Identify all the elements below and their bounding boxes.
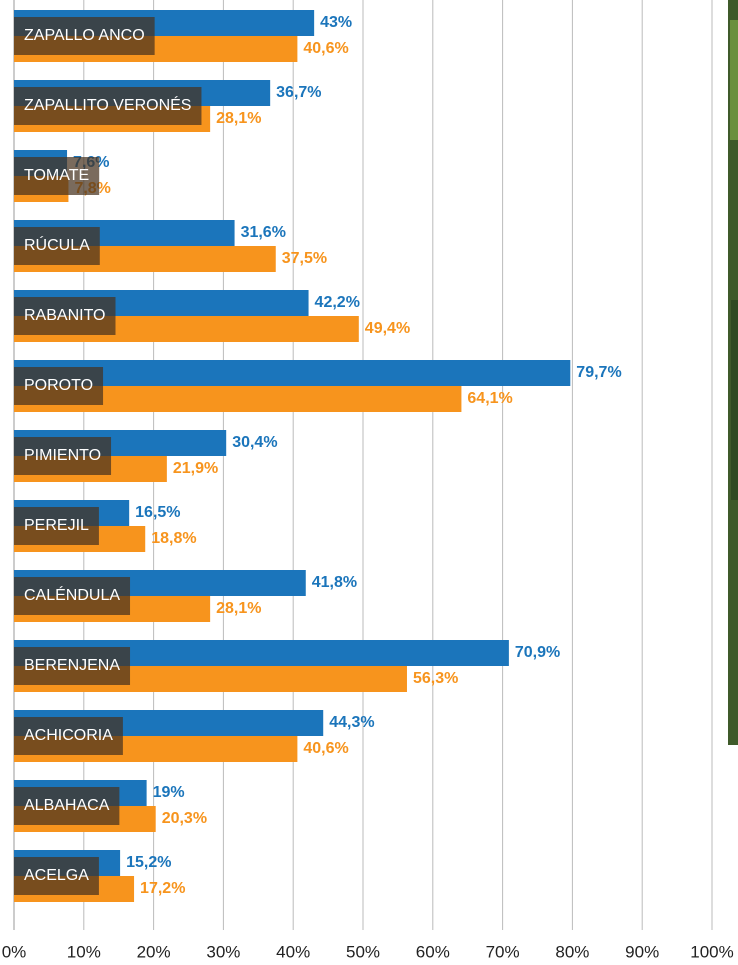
category-text: ACELGA — [24, 867, 89, 884]
value-label: 20,3% — [162, 810, 207, 827]
value-label: 40,6% — [303, 740, 348, 757]
x-tick-label: 50% — [346, 942, 380, 961]
x-tick-label: 10% — [67, 942, 101, 961]
category-text: RABANITO — [24, 307, 106, 324]
x-tick-label: 90% — [625, 942, 659, 961]
x-tick-label: 30% — [206, 942, 240, 961]
category-text: ZAPALLITO VERONÉS — [24, 95, 191, 114]
category-label: ACHICORIA — [14, 717, 123, 755]
category-label: CALÉNDULA — [14, 577, 130, 615]
x-tick-label: 20% — [137, 942, 171, 961]
category-text: ALBAHACA — [24, 797, 110, 814]
category-label: ZAPALLITO VERONÉS — [14, 87, 201, 125]
category-text: TOMATE — [24, 167, 89, 184]
value-label: 16,5% — [135, 504, 180, 521]
category-text: PEREJIL — [24, 517, 89, 534]
category-text: ACHICORIA — [24, 727, 113, 744]
value-label: 56,3% — [413, 670, 458, 687]
value-label: 41,8% — [312, 574, 357, 591]
value-label: 21,9% — [173, 460, 218, 477]
value-label: 70,9% — [515, 644, 560, 661]
category-label: ZAPALLO ANCO — [14, 17, 155, 55]
category-text: CALÉNDULA — [24, 585, 120, 604]
category-label: PIMIENTO — [14, 437, 111, 475]
x-tick-label: 40% — [276, 942, 310, 961]
x-tick-label: 60% — [416, 942, 450, 961]
category-label: TOMATE — [14, 157, 99, 195]
category-label: PEREJIL — [14, 507, 99, 545]
value-label: 28,1% — [216, 110, 261, 127]
value-label: 19% — [153, 784, 185, 801]
page: {"chart_data": {"type": "hbar", "categor… — [0, 0, 738, 965]
category-label: ALBAHACA — [14, 787, 119, 825]
value-label: 17,2% — [140, 880, 185, 897]
category-text: BERENJENA — [24, 657, 120, 674]
x-tick-label: 100% — [690, 942, 733, 961]
category-text: POROTO — [24, 377, 93, 394]
value-label: 36,7% — [276, 84, 321, 101]
value-label: 31,6% — [241, 224, 286, 241]
value-label: 28,1% — [216, 600, 261, 617]
category-label: BERENJENA — [14, 647, 130, 685]
value-label: 64,1% — [467, 390, 512, 407]
value-label: 44,3% — [329, 714, 374, 731]
photo-detail — [730, 20, 738, 140]
value-label: 40,6% — [303, 40, 348, 57]
value-label: 43% — [320, 14, 352, 31]
value-label: 37,5% — [282, 250, 327, 267]
x-tick-label: 70% — [486, 942, 520, 961]
value-label: 15,2% — [126, 854, 171, 871]
value-label: 79,7% — [576, 364, 621, 381]
value-label: 30,4% — [232, 434, 277, 451]
category-text: ZAPALLO ANCO — [24, 27, 145, 44]
value-label: 18,8% — [151, 530, 196, 547]
x-tick-label: 0% — [2, 942, 27, 961]
category-label: POROTO — [14, 367, 103, 405]
category-label: RABANITO — [14, 297, 116, 335]
chart: 0% 10% 20% 30% 40% 50% 60% 70% 80% 90% 100% 43% 40,6… — [0, 0, 738, 965]
category-label: RÚCULA — [14, 227, 100, 265]
category-text: PIMIENTO — [24, 447, 101, 464]
x-tick-label: 80% — [555, 942, 589, 961]
value-label: 49,4% — [365, 320, 410, 337]
category-label: ACELGA — [14, 857, 99, 895]
value-label: 42,2% — [315, 294, 360, 311]
photo-detail — [731, 300, 738, 500]
category-text: RÚCULA — [24, 235, 90, 254]
